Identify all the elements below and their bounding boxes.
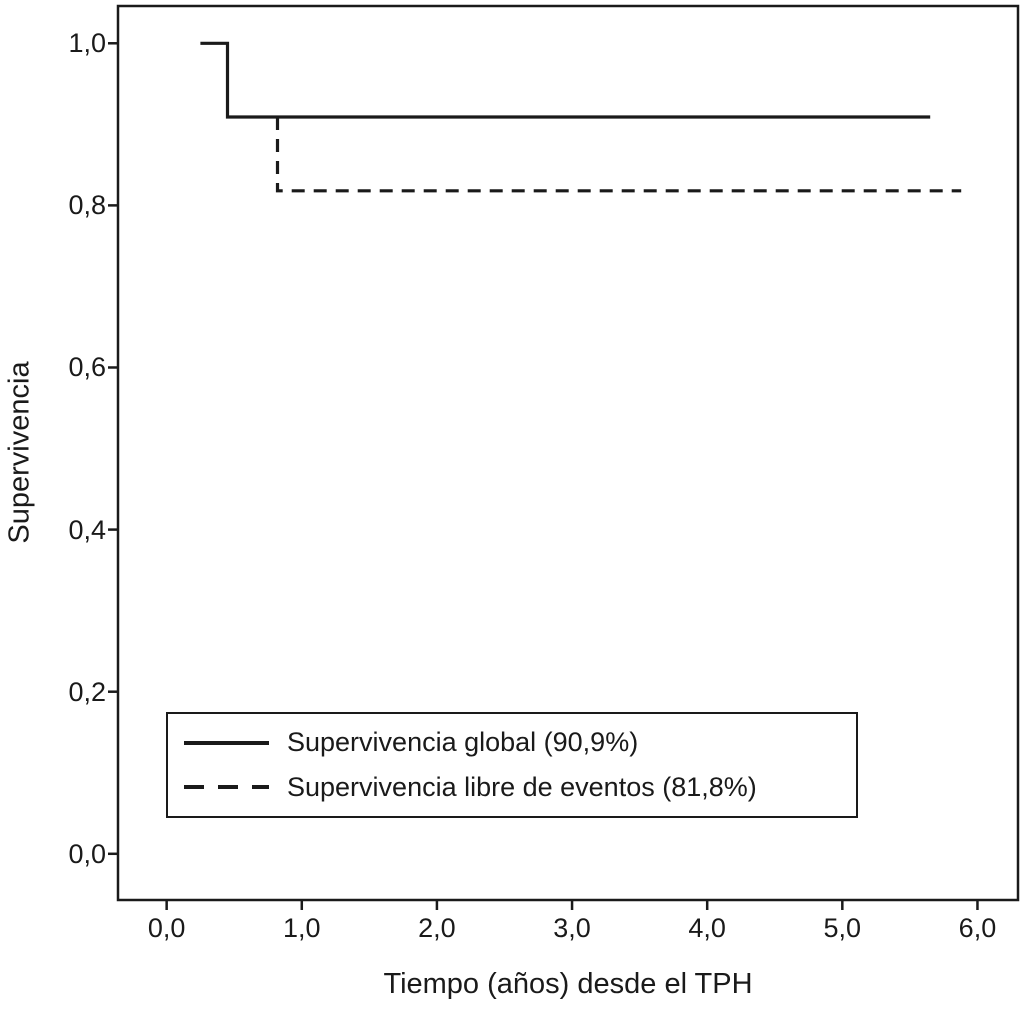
x-tick-label: 1,0 — [283, 913, 321, 943]
x-tick-label: 3,0 — [553, 913, 591, 943]
plot-border — [116, 4, 1020, 902]
legend-item-overall-survival: Supervivencia global (90,9%) — [184, 727, 856, 758]
x-tick-label: 4,0 — [688, 913, 726, 943]
y-tick-label: 1,0 — [68, 28, 106, 59]
y-axis-title: Supervivencia — [3, 361, 36, 544]
legend: Supervivencia global (90,9%) Supervivenc… — [166, 712, 858, 818]
y-tick-label: 0,2 — [68, 676, 106, 707]
y-tick-label: 0,0 — [68, 838, 106, 869]
y-tick-label: 0,6 — [68, 352, 106, 383]
solid-line-swatch — [184, 740, 269, 745]
survival-curve-event-free — [275, 117, 962, 193]
y-tick-label: 0,8 — [68, 190, 106, 221]
x-tick-label: 0,0 — [147, 913, 186, 943]
legend-item-event-free-survival: Supervivencia libre de eventos (81,8%) — [184, 772, 856, 803]
dashed-line-swatch — [184, 785, 269, 790]
legend-label-event-free-survival: Supervivencia libre de eventos (81,8%) — [287, 771, 757, 802]
x-axis-title: Tiempo (años) desde el TPH — [383, 968, 753, 1000]
y-tick-label: 0,4 — [68, 514, 106, 545]
legend-label-overall-survival: Supervivencia global (90,9%) — [287, 727, 639, 758]
x-tick-label: 6,0 — [958, 913, 997, 943]
x-tick-label: 5,0 — [823, 913, 862, 943]
survival-curve-overall — [200, 41, 931, 119]
x-tick-label: 2,0 — [418, 913, 456, 943]
